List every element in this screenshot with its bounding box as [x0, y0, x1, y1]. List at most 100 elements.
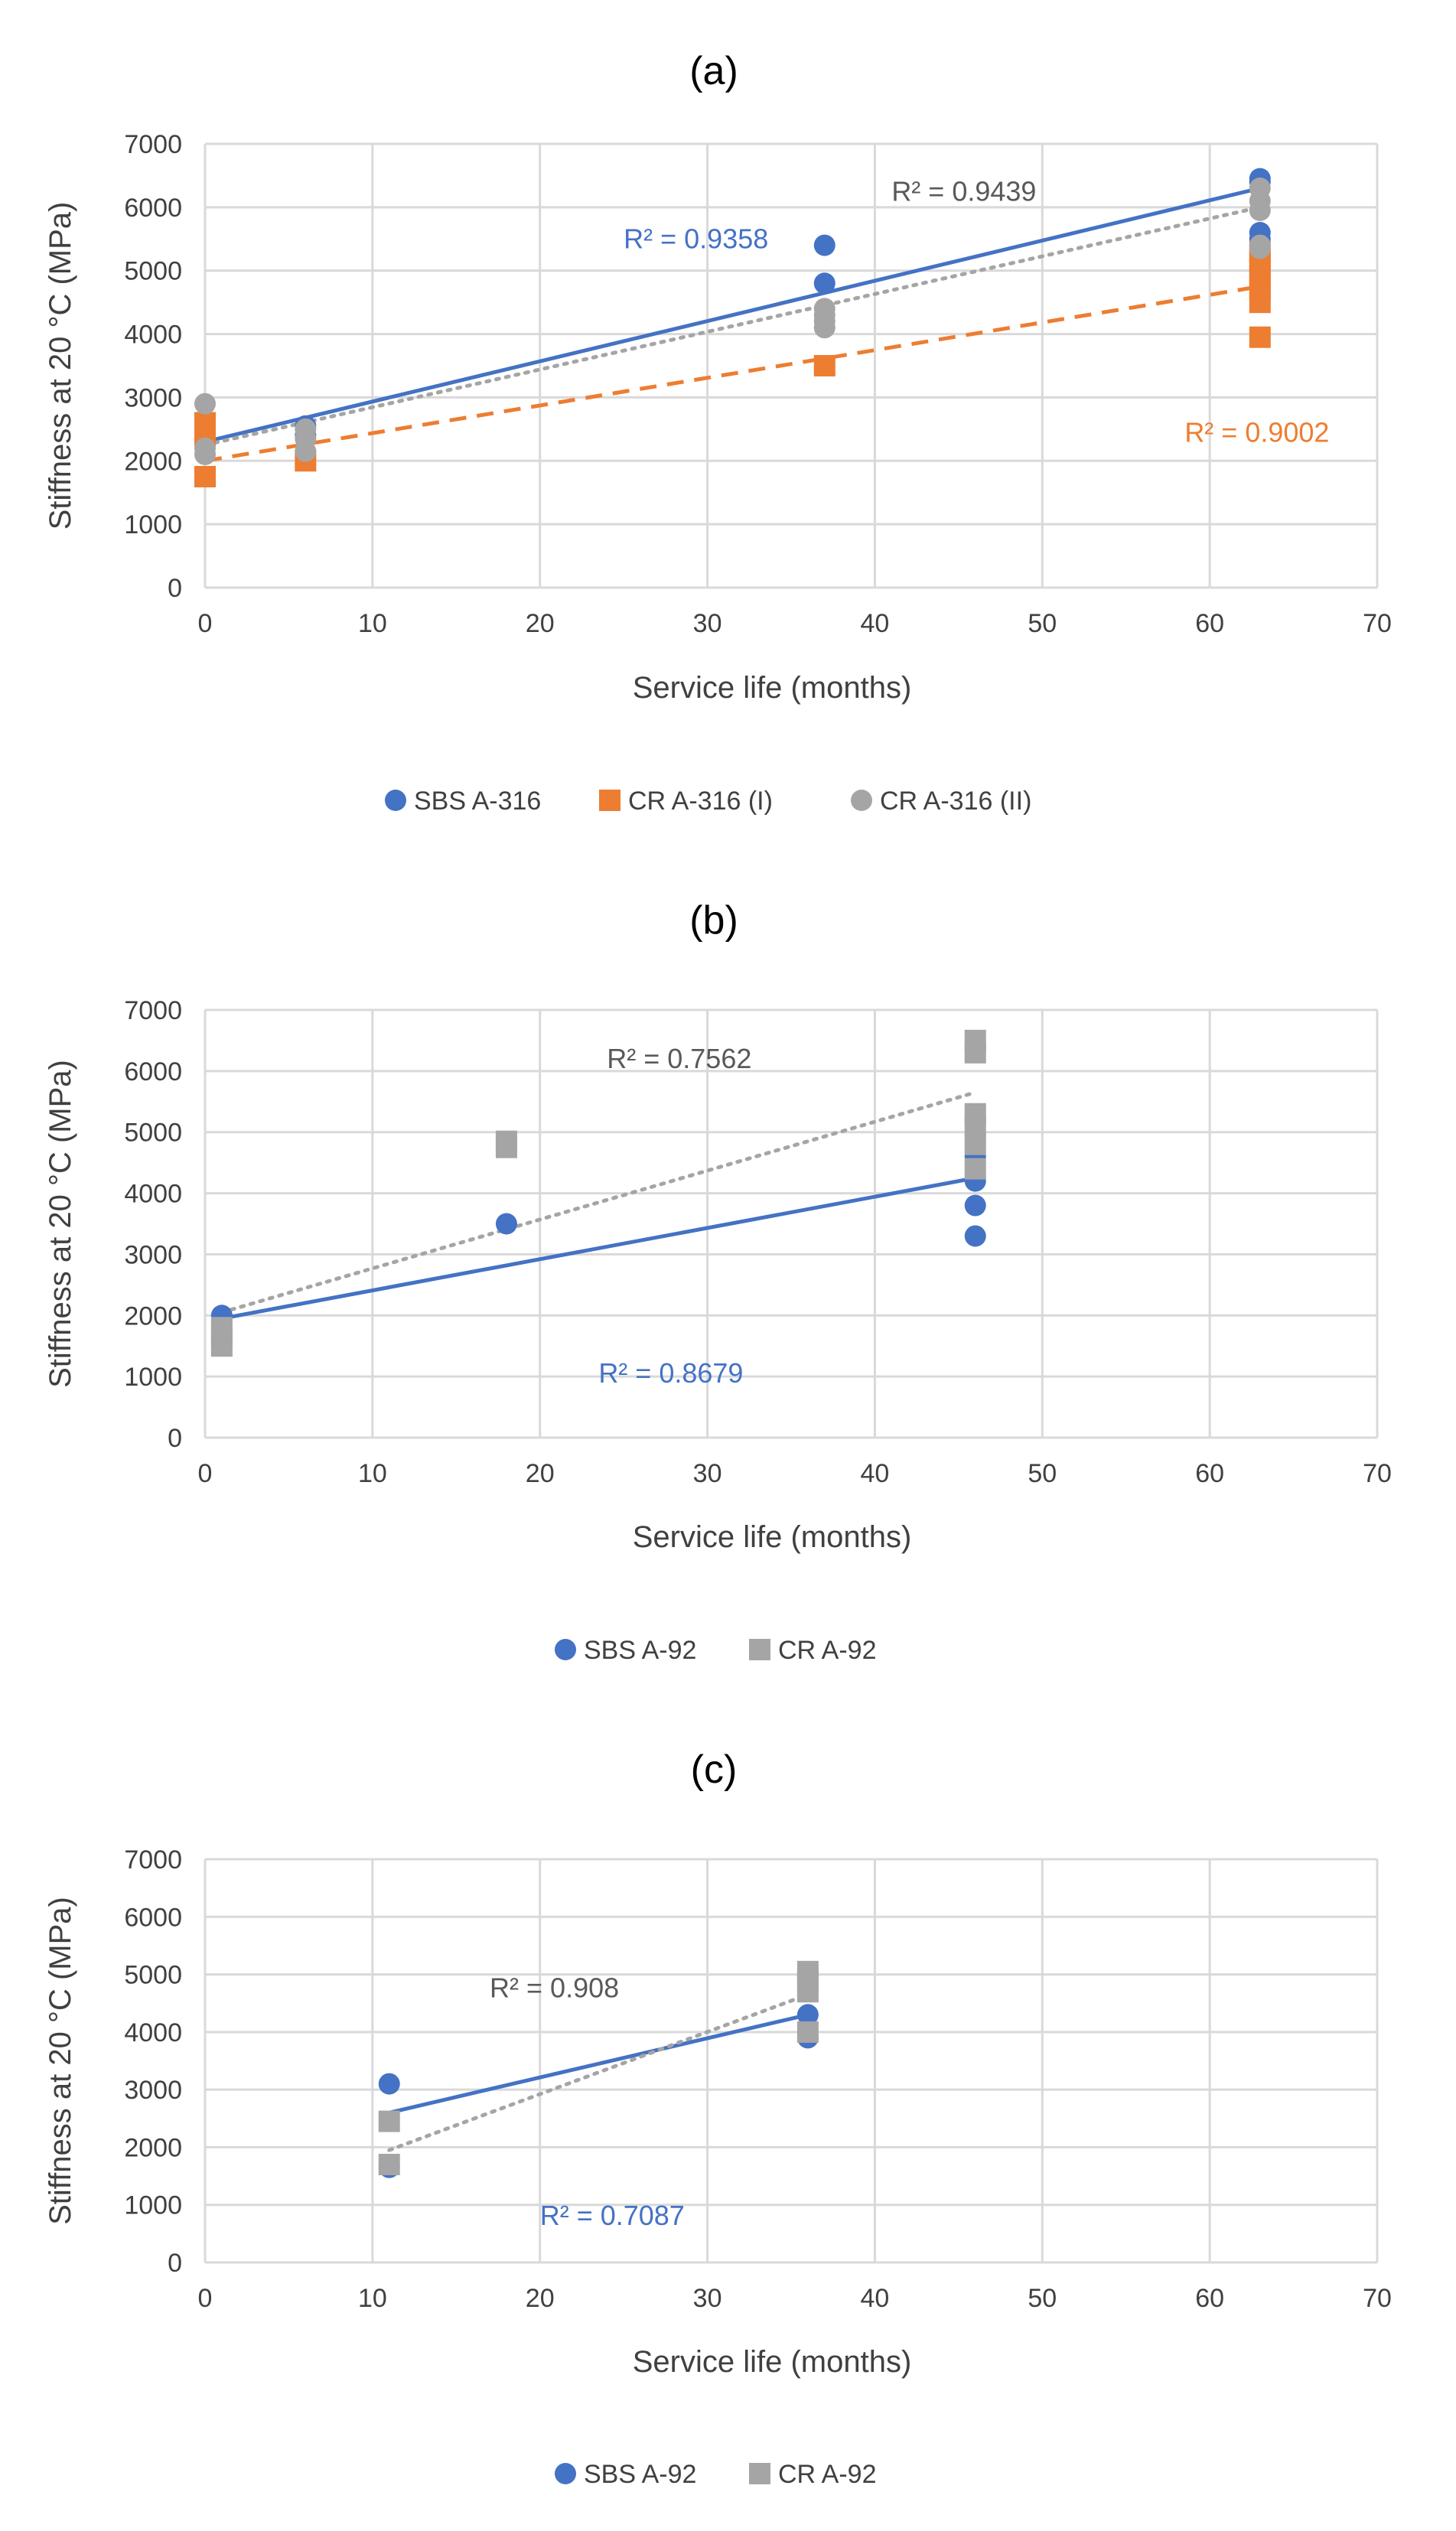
trendline	[389, 2012, 809, 2115]
y-tick-label: 3000	[124, 2076, 182, 2105]
y-tick-label: 6000	[124, 1903, 182, 1932]
x-tick-label: 0	[198, 1459, 213, 1488]
y-axis-title: Stiffness at 20 °C (MPa)	[44, 1897, 77, 2225]
legend-label: SBS A-316	[414, 787, 541, 816]
x-tick-label: 20	[526, 609, 555, 638]
r-squared-label: R² = 0.9439	[891, 176, 1036, 207]
r-squared-label: R² = 0.9002	[1184, 416, 1329, 448]
x-tick-label: 60	[1195, 1459, 1224, 1488]
x-axis-title: Service life (months)	[633, 1520, 912, 1554]
x-tick-label: 10	[358, 2284, 387, 2313]
data-point-circle	[813, 234, 835, 256]
legend-item: CR A-92	[749, 1636, 877, 1665]
y-tick-label: 5000	[124, 1119, 182, 1148]
legend-item: SBS A-92	[555, 1636, 696, 1665]
data-point-square	[495, 1130, 517, 1152]
data-point-circle	[964, 1225, 986, 1247]
y-tick-label: 6000	[124, 1057, 182, 1086]
chart-panel-2: (c) 0 1000 2000 3000 4000 5000 6000 7000 0 10 20 30 4…	[44, 1748, 1392, 2489]
y-tick-label: 4000	[124, 1180, 182, 1209]
y-tick-label: 0	[168, 574, 182, 603]
x-tick-label: 0	[198, 2284, 213, 2313]
y-tick-label: 1000	[124, 1363, 182, 1392]
x-tick-label: 50	[1028, 609, 1057, 638]
data-point-square	[796, 2021, 819, 2043]
y-tick-label: 6000	[124, 194, 182, 223]
data-point-circle	[964, 1194, 986, 1217]
legend-item: CR A-316 (I)	[599, 787, 773, 816]
trendline	[204, 186, 1261, 444]
x-tick-label: 30	[693, 2284, 722, 2313]
chart-title: (a)	[689, 49, 738, 93]
y-tick-label: 5000	[124, 1961, 182, 1990]
x-tick-label: 60	[1195, 609, 1224, 638]
chart-title: (b)	[689, 898, 738, 943]
legend-marker	[599, 790, 621, 811]
x-tick-label: 10	[358, 1459, 387, 1488]
legend-label: CR A-92	[778, 2460, 877, 2489]
data-point-square	[796, 1981, 819, 2003]
x-tick-label: 40	[861, 609, 890, 638]
legend-marker	[749, 2463, 770, 2484]
x-tick-label: 60	[1195, 2284, 1224, 2313]
y-tick-label: 5000	[124, 257, 182, 286]
data-point-circle	[295, 440, 317, 462]
data-point-square	[378, 2110, 400, 2132]
r-squared-label: R² = 0.7087	[540, 2200, 685, 2231]
y-tick-label: 1000	[124, 2191, 182, 2220]
legend-label: SBS A-92	[584, 1636, 696, 1665]
y-tick-label: 4000	[124, 321, 182, 350]
legend-marker	[851, 790, 872, 811]
legend-marker	[385, 790, 406, 811]
trendline	[221, 1176, 976, 1321]
data-point-circle	[1249, 237, 1271, 259]
legend-label: CR A-316 (II)	[880, 787, 1031, 816]
y-tick-label: 4000	[124, 2018, 182, 2047]
data-point-square	[813, 355, 835, 376]
data-point-square	[194, 466, 216, 487]
x-axis-title: Service life (months)	[633, 671, 912, 705]
y-tick-label: 7000	[124, 1845, 182, 1875]
x-tick-label: 20	[526, 2284, 555, 2313]
x-tick-label: 70	[1363, 609, 1392, 638]
chart-title: (c)	[691, 1748, 738, 1792]
y-tick-label: 7000	[124, 130, 182, 159]
data-point-circle	[813, 304, 835, 326]
data-point-square	[378, 2154, 400, 2176]
r-squared-label: R² = 0.9358	[624, 223, 768, 255]
legend-marker	[749, 1639, 770, 1660]
legend-label: CR A-92	[778, 1636, 877, 1665]
trendline	[203, 205, 1262, 448]
x-tick-label: 40	[861, 2284, 890, 2313]
x-axis-title: Service life (months)	[633, 2345, 912, 2379]
data-point-square	[964, 1133, 986, 1155]
data-point-circle	[378, 2073, 400, 2095]
x-tick-label: 30	[693, 609, 722, 638]
data-point-circle	[495, 1213, 517, 1235]
x-tick-label: 50	[1028, 2284, 1057, 2313]
trendline	[220, 1090, 978, 1314]
x-tick-label: 20	[526, 1459, 555, 1488]
data-point-circle	[194, 393, 216, 415]
legend-label: SBS A-92	[584, 2460, 696, 2489]
data-point-circle	[194, 444, 216, 465]
legend-item: SBS A-92	[555, 2460, 696, 2489]
x-tick-label: 70	[1363, 1459, 1392, 1488]
legend-label: CR A-316 (I)	[628, 787, 773, 816]
y-tick-label: 2000	[124, 1301, 182, 1331]
legend-item: CR A-92	[749, 2460, 877, 2489]
trendline	[387, 1992, 810, 2152]
x-tick-label: 40	[861, 1459, 890, 1488]
y-tick-label: 0	[168, 2249, 182, 2278]
data-point-square	[194, 412, 216, 434]
data-point-square	[964, 1041, 986, 1064]
data-point-circle	[813, 272, 835, 295]
data-point-square	[964, 1158, 986, 1180]
data-point-circle	[295, 418, 317, 440]
y-tick-label: 2000	[124, 447, 182, 476]
r-squared-label: R² = 0.908	[490, 1972, 619, 2004]
data-point-circle	[796, 2004, 819, 2026]
y-tick-label: 3000	[124, 1240, 182, 1269]
legend-marker	[555, 2463, 576, 2484]
y-axis-title: Stiffness at 20 °C (MPa)	[44, 202, 77, 530]
